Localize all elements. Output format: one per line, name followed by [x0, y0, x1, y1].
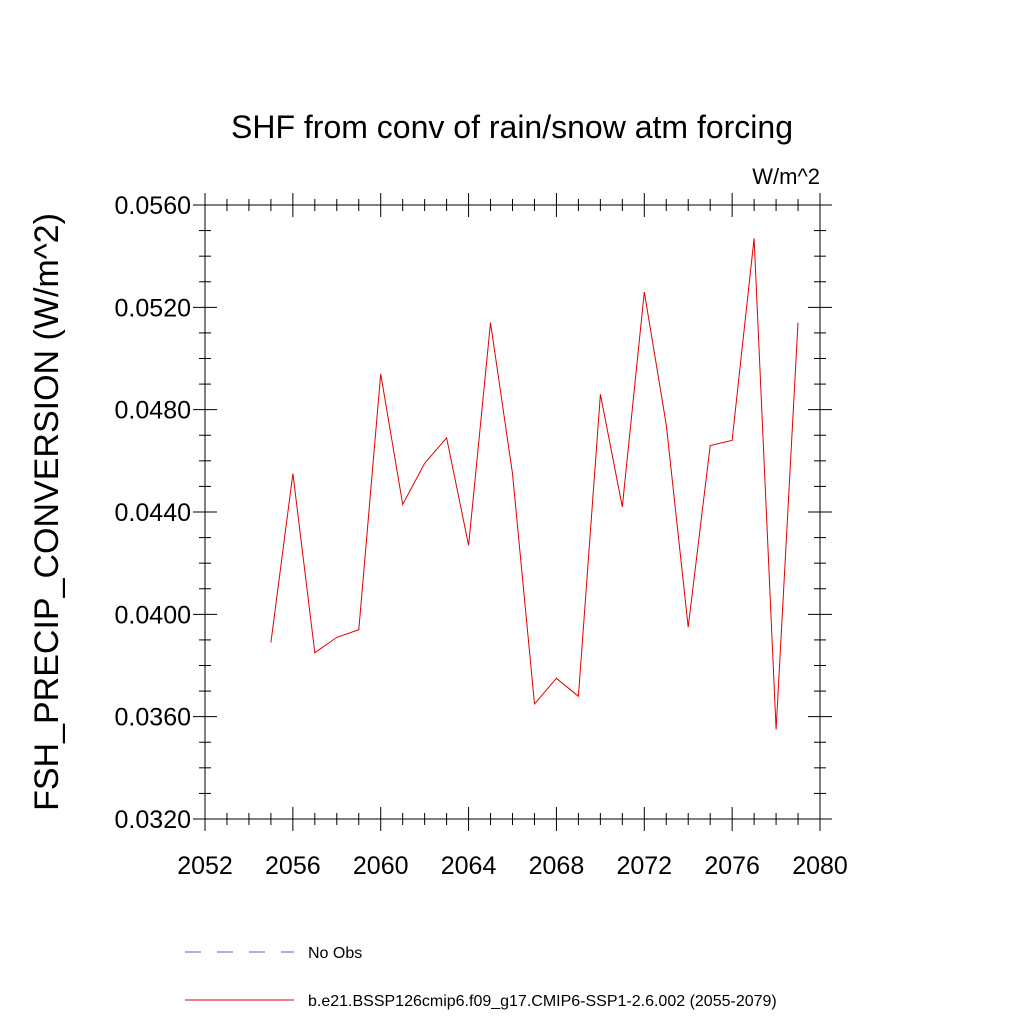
- x-tick-label: 2052: [177, 852, 233, 880]
- x-tick-label: 2080: [792, 852, 848, 880]
- y-tick-label: 0.0520: [115, 294, 191, 322]
- chart-title: SHF from conv of rain/snow atm forcing: [231, 109, 793, 145]
- y-tick-label: 0.0320: [115, 806, 191, 834]
- units-label: W/m^2: [752, 164, 820, 189]
- series-line: [270, 238, 799, 730]
- x-tick-label: 2076: [704, 852, 760, 880]
- y-tick-label: 0.0400: [115, 601, 191, 629]
- y-tick-label: 0.0560: [115, 192, 191, 220]
- legend-label: No Obs: [308, 945, 362, 962]
- y-tick-label: 0.0440: [115, 499, 191, 527]
- legend-label: b.e21.BSSP126cmip6.f09_g17.CMIP6-SSP1-2.…: [308, 993, 777, 1010]
- x-axis: 2052 2056 2060 2064 2068 2072 2076 2080: [177, 193, 848, 880]
- x-tick-label: 2060: [353, 852, 409, 880]
- y-axis: 0.0320 0.0360 0.0400 0.0440 0.0480 0.0520 0.05…: [115, 192, 832, 834]
- x-tick-label: 2056: [265, 852, 321, 880]
- series-group: [270, 238, 799, 730]
- y-tick-label: 0.0480: [115, 397, 191, 425]
- y-axis-label: FSH_PRECIP_CONVERSION (W/m^2): [28, 213, 66, 811]
- x-tick-label: 2064: [441, 852, 497, 880]
- minor-ticks: [199, 199, 826, 825]
- legend: No Obs b.e21.BSSP126cmip6.f09_g17.CMIP6-S…: [185, 945, 777, 1010]
- x-tick-label: 2072: [616, 852, 672, 880]
- x-tick-label: 2068: [529, 852, 585, 880]
- y-tick-label: 0.0360: [115, 704, 191, 732]
